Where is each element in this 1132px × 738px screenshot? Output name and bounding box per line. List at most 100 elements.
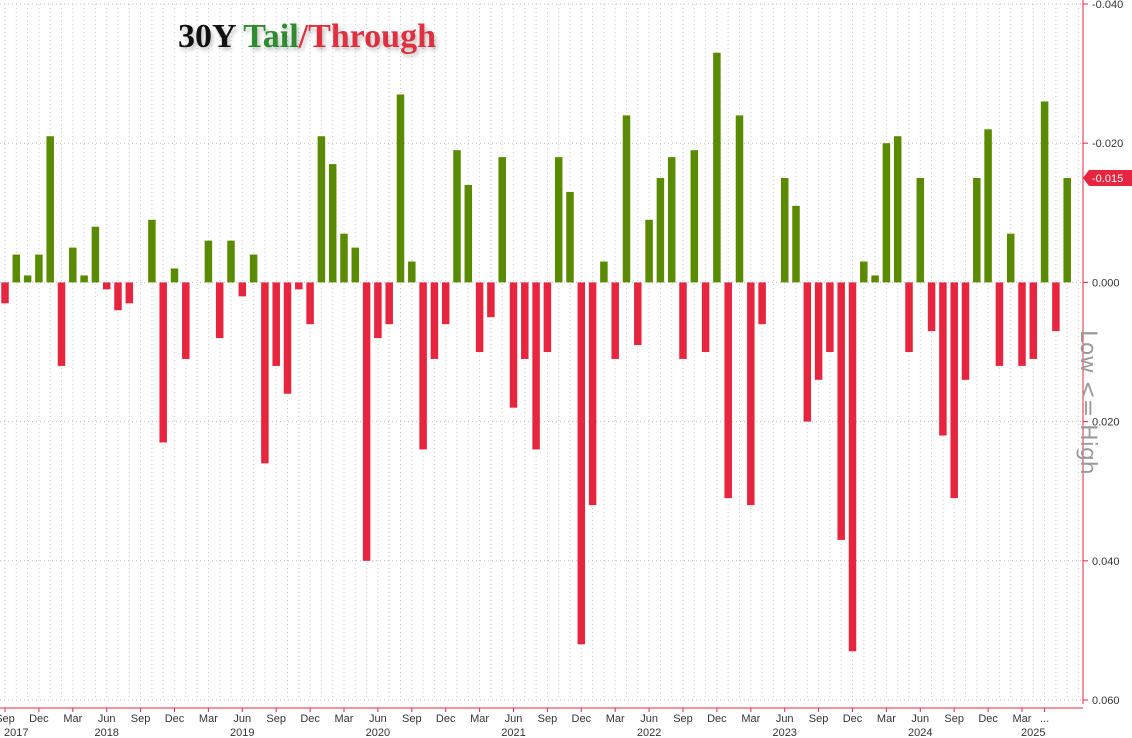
bar-through	[238, 282, 247, 297]
bar-tail	[464, 184, 473, 283]
last-value-label: -0.015	[1092, 173, 1123, 185]
x-tick-label-month: Sep	[673, 713, 693, 725]
x-tick-label-year: 2018	[94, 727, 118, 738]
bar-tail	[566, 191, 574, 283]
x-tick-label-year: 2021	[501, 727, 525, 738]
bar-tail	[860, 261, 868, 283]
bar-tail	[23, 275, 32, 283]
bar-through	[634, 282, 642, 346]
x-tick-label-month: Jun	[776, 713, 794, 725]
bar-through	[679, 282, 687, 359]
bar-through	[475, 282, 484, 352]
bar-through	[182, 282, 190, 359]
bar-tail	[893, 136, 902, 283]
bar-through	[950, 282, 958, 499]
x-tick-label-month: Mar	[199, 713, 218, 725]
bar-tail	[12, 254, 21, 283]
bar-tail	[227, 240, 235, 283]
bar-through	[905, 282, 913, 352]
x-tick-label-month: Jun	[911, 713, 929, 725]
bar-through	[441, 282, 450, 325]
bar-through	[362, 282, 371, 561]
x-tick-label-month: Jun	[233, 713, 251, 725]
bar-tail	[80, 275, 88, 283]
bar-through	[1018, 282, 1026, 366]
bar-through	[295, 282, 303, 290]
x-tick-label-month: Dec	[978, 713, 998, 725]
x-tick-label-month: Sep	[944, 713, 964, 725]
bar-tail	[554, 157, 563, 283]
bar-through	[261, 282, 269, 464]
bar-through	[747, 282, 755, 506]
bar-through	[1, 282, 9, 304]
bar-tail	[882, 143, 891, 283]
bar-through	[927, 282, 936, 332]
bar-through	[114, 282, 122, 311]
x-tick-label-month: ...	[1040, 713, 1049, 725]
bar-tail	[667, 157, 676, 283]
x-tick-label-month: Sep	[266, 713, 286, 725]
x-tick-label-year: 2023	[772, 727, 796, 738]
bar-through	[532, 282, 540, 450]
bar-through	[430, 282, 439, 359]
bar-through	[961, 282, 970, 380]
bar-through	[125, 282, 134, 304]
x-tick-label-year: 2017	[4, 727, 28, 738]
bar-through	[283, 282, 292, 394]
last-value-tag	[1083, 170, 1132, 186]
x-tick-label-year: 2020	[366, 727, 390, 738]
bar-through	[1052, 282, 1060, 332]
x-tick-label-month: Dec	[843, 713, 863, 725]
x-tick-label-month: Mar	[877, 713, 896, 725]
x-tick-label-month: Dec	[300, 713, 320, 725]
bar-tail	[170, 268, 179, 283]
x-tick-label-year: 2022	[637, 727, 661, 738]
x-tick-label-month: Sep	[402, 713, 422, 725]
bar-through	[577, 282, 586, 645]
bar-through	[102, 282, 111, 290]
bar-through	[57, 282, 66, 366]
bar-through	[837, 282, 845, 540]
bar-through	[701, 282, 710, 352]
x-tick-label-year: 2025	[1021, 727, 1045, 738]
bar-through	[215, 282, 224, 339]
bar-through	[803, 282, 812, 422]
bar-through	[543, 282, 552, 352]
bar-tail	[792, 205, 800, 283]
bar-tail	[408, 261, 416, 283]
x-tick-label-month: Dec	[572, 713, 592, 725]
x-tick-label-month: Dec	[436, 713, 456, 725]
bar-tail	[1006, 233, 1015, 283]
bar-through	[1029, 282, 1038, 359]
y-tick-label: -0.020	[1092, 138, 1123, 150]
x-tick-label-month: Dec	[165, 713, 185, 725]
x-tick-label-month: Sep	[131, 713, 151, 725]
x-tick-label-month: Mar	[1013, 713, 1032, 725]
bar-tail	[656, 178, 665, 283]
bar-through	[939, 282, 947, 436]
x-tick-label-month: Mar	[63, 713, 82, 725]
x-tick-label-month: Mar	[741, 713, 760, 725]
x-tick-label-month: Jun	[369, 713, 387, 725]
bar-through	[995, 282, 1004, 366]
x-tick-label-month: Dec	[29, 713, 49, 725]
x-tick-label-year: 2024	[908, 727, 932, 738]
x-tick-label-month: Jun	[640, 713, 658, 725]
y-tick-label: 0.000	[1092, 277, 1120, 289]
bar-tail	[973, 178, 981, 283]
bar-through	[272, 282, 280, 366]
x-tick-label-month: Jun	[98, 713, 116, 725]
bar-tail	[204, 240, 213, 283]
y-tick-label: 0.060	[1092, 695, 1120, 707]
y-tick-label: 0.040	[1092, 556, 1120, 568]
bar-tail	[498, 157, 506, 283]
bar-tail	[1063, 178, 1071, 283]
bar-tail	[317, 136, 326, 283]
bar-tail	[249, 254, 258, 283]
bar-through	[159, 282, 167, 443]
y-axis-side-label: Low <= High	[1075, 330, 1100, 475]
bar-tail	[1040, 101, 1049, 283]
bar-tail	[148, 219, 156, 283]
bar-tail	[46, 136, 54, 283]
